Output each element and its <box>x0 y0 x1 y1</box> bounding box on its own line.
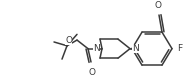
Text: N: N <box>93 44 100 53</box>
Text: O: O <box>155 1 161 10</box>
Text: O: O <box>65 36 72 45</box>
Text: O: O <box>89 68 95 77</box>
Text: F: F <box>177 44 182 53</box>
Text: N: N <box>132 44 139 53</box>
